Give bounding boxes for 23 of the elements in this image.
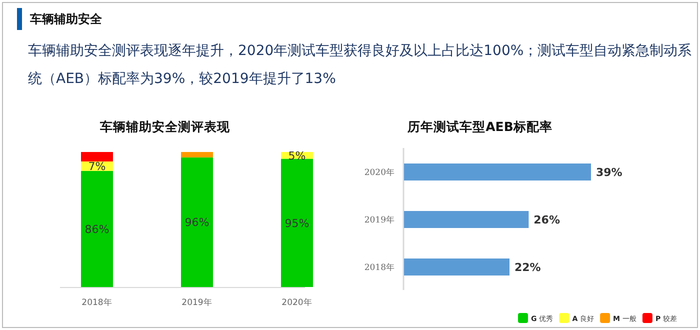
data-label: 95% <box>284 216 310 230</box>
x-tick-label: 2018年 <box>82 297 112 308</box>
bar <box>81 170 113 287</box>
data-label: 39% <box>596 166 622 179</box>
data-label: 26% <box>534 214 560 226</box>
y-tick-label: 2020年 <box>364 167 395 178</box>
data-label: 5% <box>288 149 306 162</box>
data-label: 96% <box>184 216 210 230</box>
y-tick-label: 2019年 <box>364 214 395 226</box>
text: 车辆辅助安全测评表现逐年提升，2020年测试车型获得良好及以上占比达100%；测试车型自动紧急制动系统（AEB）标配率为39%，较2019年提升了13% <box>28 42 693 89</box>
data-label: 22% <box>514 261 541 274</box>
data-label: 7% <box>88 160 106 174</box>
chart-title: 历年测试车型AEB标配率 <box>406 119 552 134</box>
data-label: 86% <box>84 222 110 236</box>
bar <box>281 158 313 287</box>
bar <box>181 157 213 287</box>
x-tick-label: 2019年 <box>182 297 212 308</box>
text: 车辆辅助安全 <box>30 11 102 28</box>
x-tick-label: 2020年 <box>282 297 312 308</box>
bar <box>81 152 113 162</box>
bar <box>181 152 213 158</box>
chart-title: 车辆辅助安全测评表现 <box>99 119 231 134</box>
y-tick-label: 2018年 <box>364 262 395 273</box>
